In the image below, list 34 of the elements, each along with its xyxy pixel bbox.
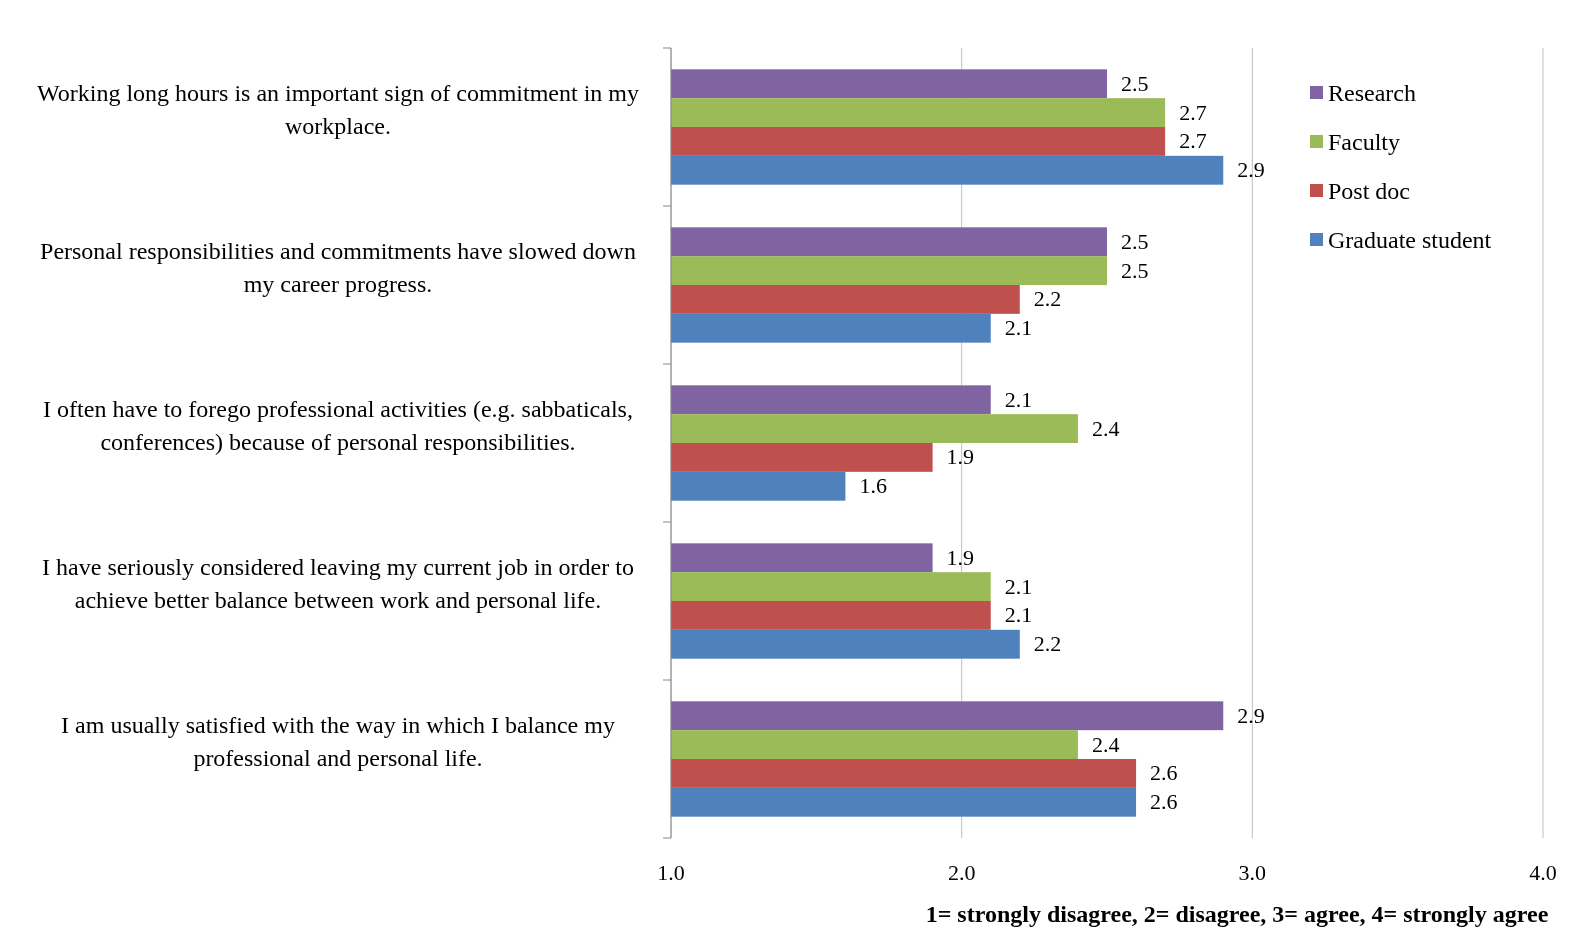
y-tick-label: Working long hours is an important sign of commitment in my workplace. [36,79,640,139]
data-label: 1.9 [946,444,975,470]
data-label: 2.6 [1150,760,1178,786]
x-tick-label: 4.0 [1529,860,1557,885]
data-label: 2.6 [1150,789,1178,815]
y-tick-label: I often have to forego professional activities (e.g. sabbaticals, conferences) because of personal responsibilities. [43,395,633,455]
x-tick-label: 2.0 [947,860,976,885]
data-label: 2.1 [1004,386,1033,412]
data-label: 2.7 [1179,128,1207,154]
data-label: 2.2 [1033,631,1062,657]
y-tick-label: I am usually satisfied with the way in which I balance my professional and personal life. [61,711,615,771]
data-label: 2.1 [1004,602,1033,628]
data-label: 2.1 [1004,315,1033,341]
data-label: 2.9 [1237,157,1265,183]
data-label: 2.4 [1091,415,1120,441]
data-label: 2.4 [1091,731,1120,757]
x-tick-label: 3.0 [1238,860,1267,885]
data-label: 2.5 [1121,70,1149,96]
data-label: 1.6 [859,473,887,499]
y-tick-label: Personal responsibilities and commitments have slowed down my career progress. [40,237,636,297]
data-label: 2.7 [1179,99,1207,125]
legend-label: Graduate student [1328,227,1492,253]
legend-label: Post doc [1328,178,1411,204]
data-label: 2.5 [1121,228,1149,254]
data-label: 2.1 [1004,573,1033,599]
legend-label: Research [1328,80,1416,106]
legend-label: Faculty [1328,129,1400,155]
data-label: 2.9 [1237,702,1265,728]
data-label: 2.5 [1121,257,1149,283]
x-tick-label: 1.0 [657,860,685,885]
data-label: 1.9 [946,544,975,570]
x-axis-title: 1= strongly disagree, 2= disagree, 3= agree, 4= strongly agree [925,901,1549,927]
y-tick-label: I have seriously considered leaving my current job in order to achieve better balance between work and personal life. [42,553,634,613]
data-label: 2.2 [1033,286,1062,312]
